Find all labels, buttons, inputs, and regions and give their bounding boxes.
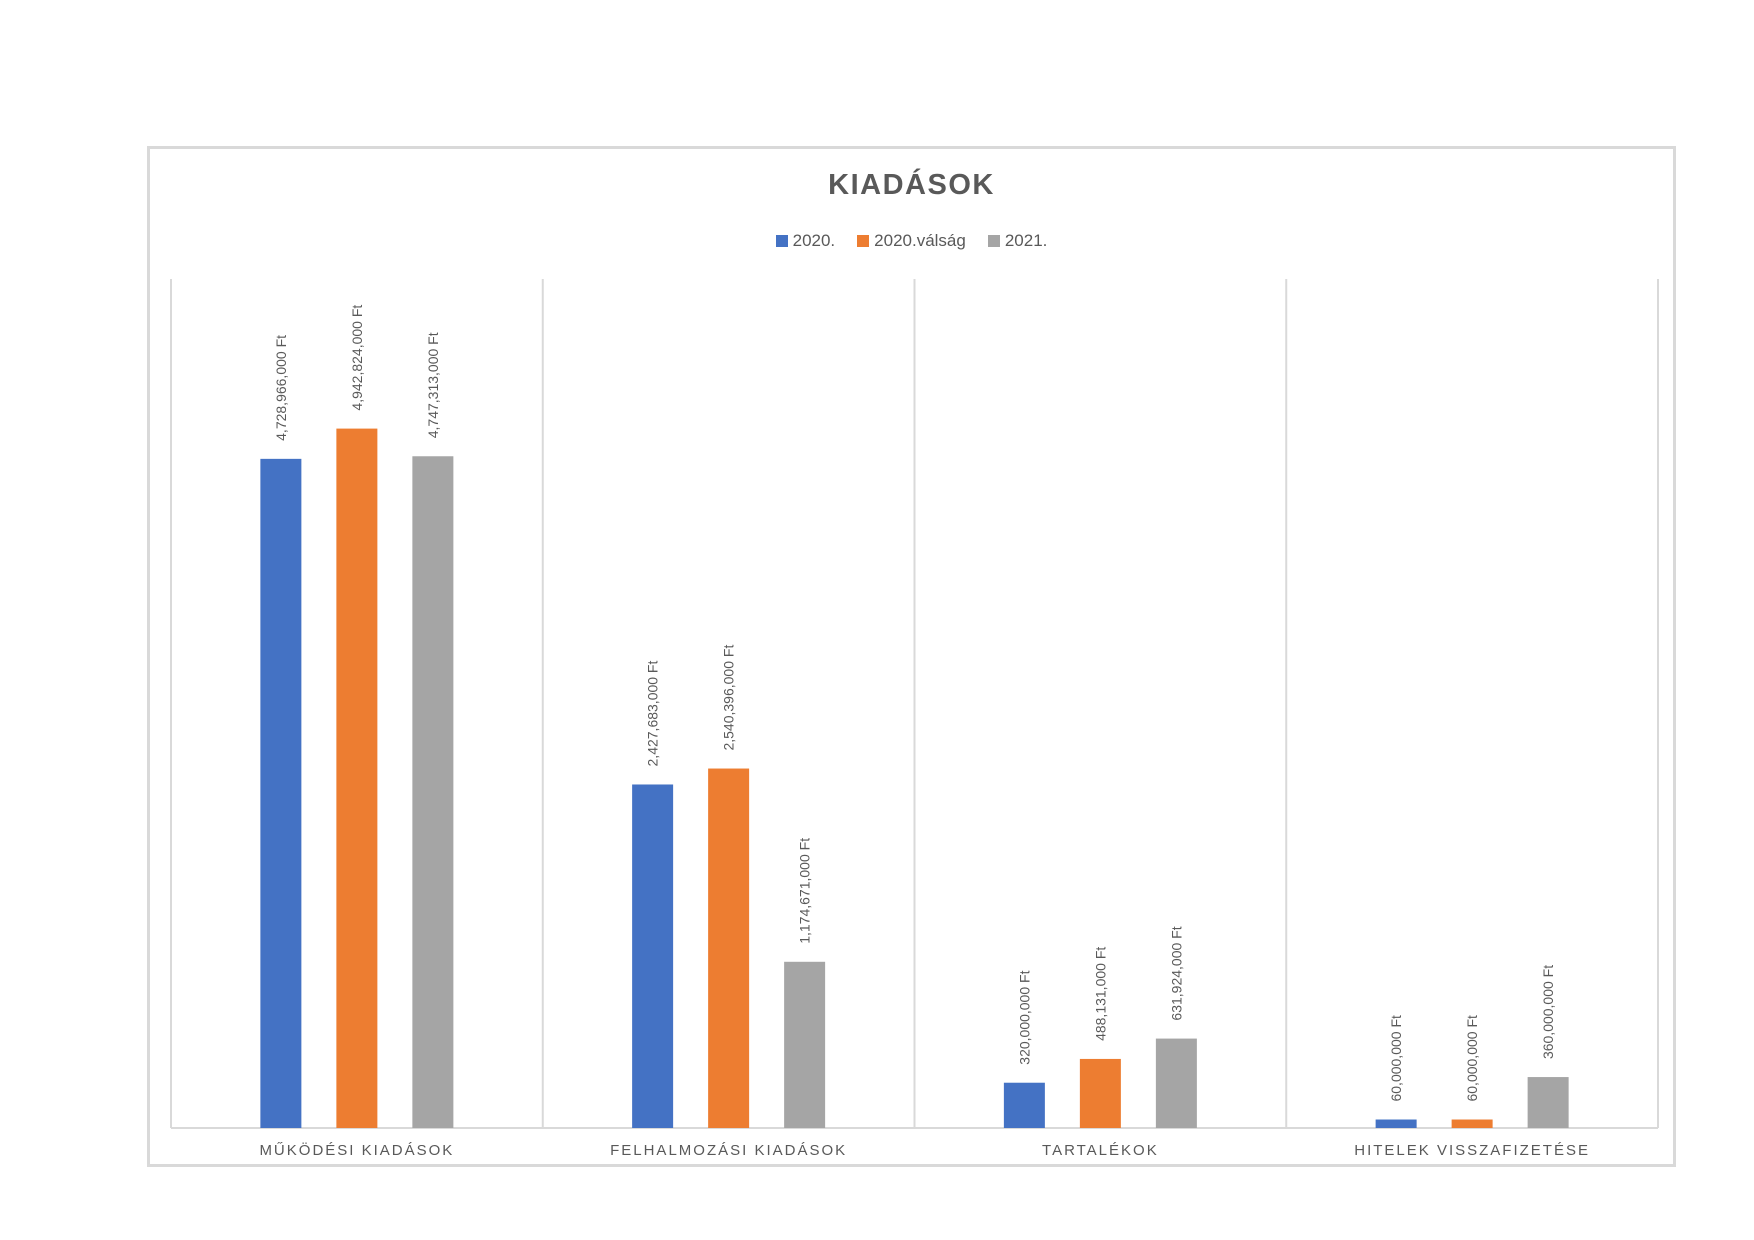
data-label: 4,728,966,000 Ft [273,335,289,441]
bar [1527,1077,1569,1128]
legend-label-2020-valsag: 2020.válság [874,231,966,250]
bar [1451,1119,1493,1128]
data-label: 360,000,000 Ft [1540,965,1556,1059]
data-label: 1,174,671,000 Ft [797,838,813,944]
data-label: 4,747,313,000 Ft [425,332,441,438]
bar [260,458,302,1128]
bar [1079,1058,1121,1128]
x-tick-label: MŰKÖDÉSI KIADÁSOK [259,1141,454,1159]
legend-label-2021: 2021. [1004,231,1048,250]
bar [784,961,826,1128]
legend-item-2020: 2020. [775,231,836,251]
legend-swatch-2021 [987,235,1000,247]
legend-label-2020: 2020. [792,231,836,250]
bar [1003,1082,1045,1128]
bar [336,428,378,1128]
bar [412,456,454,1128]
legend: 2020. 2020.válság 2021. [150,231,1673,251]
x-tick-label: TARTALÉKOK [1042,1142,1159,1159]
data-label: 320,000,000 Ft [1016,970,1032,1064]
bar [708,768,750,1128]
data-label: 4,942,824,000 Ft [349,305,365,411]
x-tick-label: HITELEK VISSZAFIZETÉSE [1354,1142,1590,1159]
data-label: 60,000,000 Ft [1388,1015,1404,1102]
data-label: 631,924,000 Ft [1168,926,1184,1020]
bar [1155,1038,1197,1128]
chart-frame: KIADÁSOK 2020. 2020.válság 2021. [147,146,1676,1167]
x-tick-label: FELHALMOZÁSI KIADÁSOK [610,1142,847,1159]
data-label: 2,427,683,000 Ft [645,661,661,767]
data-label: 2,540,396,000 Ft [721,645,737,751]
data-label: 60,000,000 Ft [1464,1015,1480,1102]
legend-swatch-2020 [775,235,788,247]
data-label: 488,131,000 Ft [1092,947,1108,1041]
bar [1375,1119,1417,1128]
chart-title: KIADÁSOK [828,169,995,201]
legend-item-2020-valsag: 2020.válság [857,231,966,251]
legend-swatch-2020-valsag [857,235,870,247]
bar [632,784,674,1128]
legend-item-2021: 2021. [987,231,1048,251]
